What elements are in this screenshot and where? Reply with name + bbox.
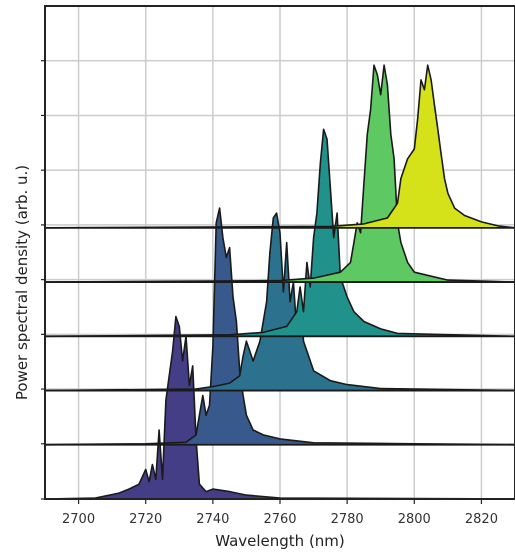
x-tick-label: 2800 (398, 512, 431, 527)
x-tick-label: 2760 (263, 512, 296, 527)
y-axis-label: Power spectral density (arb. u.) (13, 165, 31, 400)
spectrum-line-4 (44, 128, 515, 338)
spectrum-area-3 (45, 213, 515, 391)
spectrum-line-3 (44, 212, 515, 392)
x-axis-label: Wavelength (nm) (215, 532, 345, 550)
x-tick-label: 2700 (62, 512, 95, 527)
y-tick-marks (41, 60, 45, 500)
x-tick-label: 2780 (331, 512, 364, 527)
baselines (45, 226, 515, 446)
x-tick-labels: 2700 2720 2740 2760 2780 2800 2820 (62, 499, 498, 527)
spectrum-area-6 (45, 65, 515, 228)
x-tick-label: 2720 (129, 512, 162, 527)
spectrum-line-5 (44, 64, 515, 283)
spectrum-line-2 (44, 207, 515, 446)
spectrum-line-1 (44, 315, 515, 500)
spectrum-line-6 (44, 64, 515, 229)
x-tick-label: 2740 (196, 512, 229, 527)
x-tick-label: 2820 (465, 512, 498, 527)
